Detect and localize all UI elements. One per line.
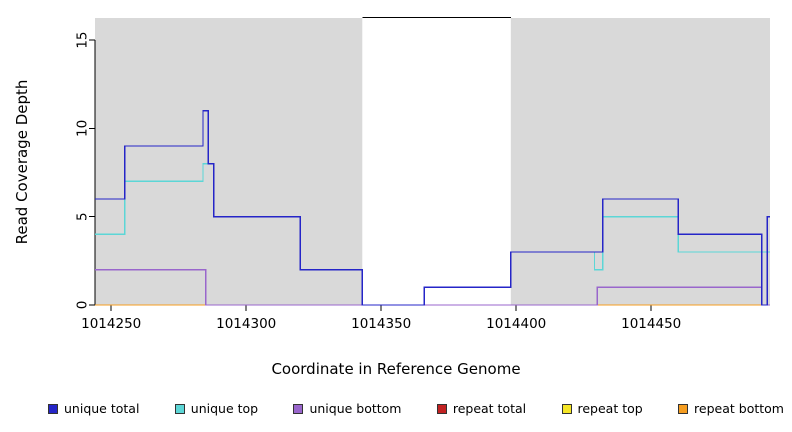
legend-swatch-repeat-top: [561, 403, 572, 414]
legend-item-unique-bottom: unique bottom: [293, 401, 402, 416]
y-tick-label: 15: [75, 31, 91, 48]
legend-label: repeat total: [452, 401, 527, 416]
legend-swatch-repeat-bottom: [678, 403, 689, 414]
legend-label: repeat bottom: [694, 401, 784, 416]
y-axis-title: Read Coverage Depth: [13, 79, 31, 245]
x-tick-label: 1014450: [621, 316, 681, 332]
legend-swatch-unique-total: [48, 403, 58, 414]
legend-swatch-unique-bottom: [293, 403, 304, 414]
legend-label: unique top: [190, 401, 259, 416]
legend-item-repeat-top: repeat top: [561, 401, 643, 416]
legend-swatch-repeat-total: [436, 403, 447, 414]
x-tick-label: 1014400: [486, 316, 546, 332]
legend-item-unique-total: unique total: [48, 401, 139, 416]
series-line-unique-total: [95, 110, 770, 306]
legend-item-repeat-bottom: repeat bottom: [678, 401, 784, 416]
legend-label: repeat top: [577, 401, 643, 416]
x-axis-title: Coordinate in Reference Genome: [271, 360, 521, 378]
x-tick-label: 1014250: [81, 316, 141, 332]
legend-item-repeat-total: repeat total: [436, 401, 527, 416]
legend-label: unique total: [64, 401, 140, 416]
legend-label: unique bottom: [309, 401, 402, 416]
y-tick-label: 0: [75, 301, 91, 310]
x-tick-label: 1014350: [351, 316, 411, 332]
y-tick-label: 10: [75, 120, 91, 137]
y-tick-label: 5: [75, 212, 91, 221]
covered-region: [510, 18, 770, 305]
x-tick-label: 1014300: [216, 316, 276, 332]
coverage-plot-canvas: 1014250 1014300 1014350 1014400 1014450 0 5 10 1…: [75, 17, 770, 332]
legend: unique total unique top unique bottom repea…: [48, 401, 784, 416]
legend-swatch-unique-top: [174, 403, 185, 414]
covered-region: [95, 18, 363, 305]
legend-item-unique-top: unique top: [174, 401, 259, 416]
